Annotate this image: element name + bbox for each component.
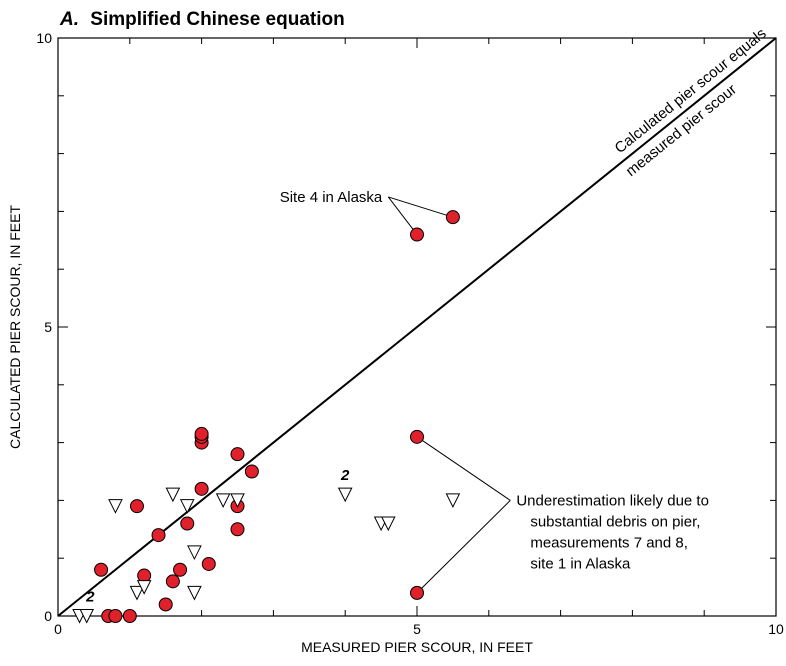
y-tick-label: 5 xyxy=(44,319,52,335)
annotations: Site 4 in Alaska Underestimation likely d… xyxy=(280,189,709,593)
point-count-label: 2 xyxy=(85,589,95,606)
y-tick-label: 10 xyxy=(36,30,52,46)
annotation-text: Underestimation likely due to xyxy=(516,492,709,509)
annotation-leader xyxy=(388,197,417,235)
y-tick-label: 0 xyxy=(44,608,52,624)
data-point-circle xyxy=(411,430,424,443)
annotation-leader xyxy=(417,500,510,592)
x-tick-label: 5 xyxy=(413,621,421,637)
annotation-leader xyxy=(417,437,510,501)
x-tick-label: 0 xyxy=(54,621,62,637)
equality-line-label-1: Calculated pier scour equals xyxy=(612,25,770,157)
panel-title-text: Simplified Chinese equation xyxy=(90,9,344,30)
chart-title: A. Simplified Chinese equation xyxy=(59,9,345,30)
data-point-circle xyxy=(123,610,136,623)
point-count-label: 2 xyxy=(340,467,350,484)
data-point-circle xyxy=(231,448,244,461)
panel-letter: A. xyxy=(59,9,79,30)
annotation-leader xyxy=(388,197,453,217)
data-point-triangle xyxy=(188,546,201,559)
annotation-text: Site 4 in Alaska xyxy=(280,189,383,206)
annotation-text: site 1 in Alaska xyxy=(530,555,631,572)
data-point-circle xyxy=(138,569,151,582)
data-point-circle xyxy=(411,228,424,241)
data-point-circle xyxy=(195,482,208,495)
data-point-circle xyxy=(152,529,165,542)
data-point-circle xyxy=(109,610,122,623)
annotation-text: substantial debris on pier, xyxy=(530,513,700,530)
data-point-circle xyxy=(130,500,143,513)
data-point-circle xyxy=(166,575,179,588)
data-point-triangle xyxy=(217,494,230,507)
data-point-triangle xyxy=(446,494,459,507)
data-point-triangle xyxy=(188,586,201,599)
data-point-circle xyxy=(411,586,424,599)
data-point-circle xyxy=(174,563,187,576)
data-point-circle xyxy=(181,517,194,530)
data-point-circle xyxy=(231,523,244,536)
data-point-circle xyxy=(202,557,215,570)
data-points xyxy=(73,211,459,623)
annotation-text: measurements 7 and 8, xyxy=(530,534,688,551)
data-point-circle xyxy=(95,563,108,576)
y-axis-label: CALCULATED PIER SCOUR, IN FEET xyxy=(7,205,23,449)
data-point-circle xyxy=(245,465,258,478)
data-point-triangle xyxy=(181,500,194,513)
x-axis-label: MEASURED PIER SCOUR, IN FEET xyxy=(301,639,533,655)
data-point-triangle xyxy=(166,488,179,501)
x-tick-label: 10 xyxy=(768,621,784,637)
data-point-triangle xyxy=(339,488,352,501)
data-point-circle xyxy=(446,211,459,224)
data-point-circle xyxy=(195,427,208,440)
data-point-circle xyxy=(159,598,172,611)
data-point-triangle xyxy=(109,500,122,513)
